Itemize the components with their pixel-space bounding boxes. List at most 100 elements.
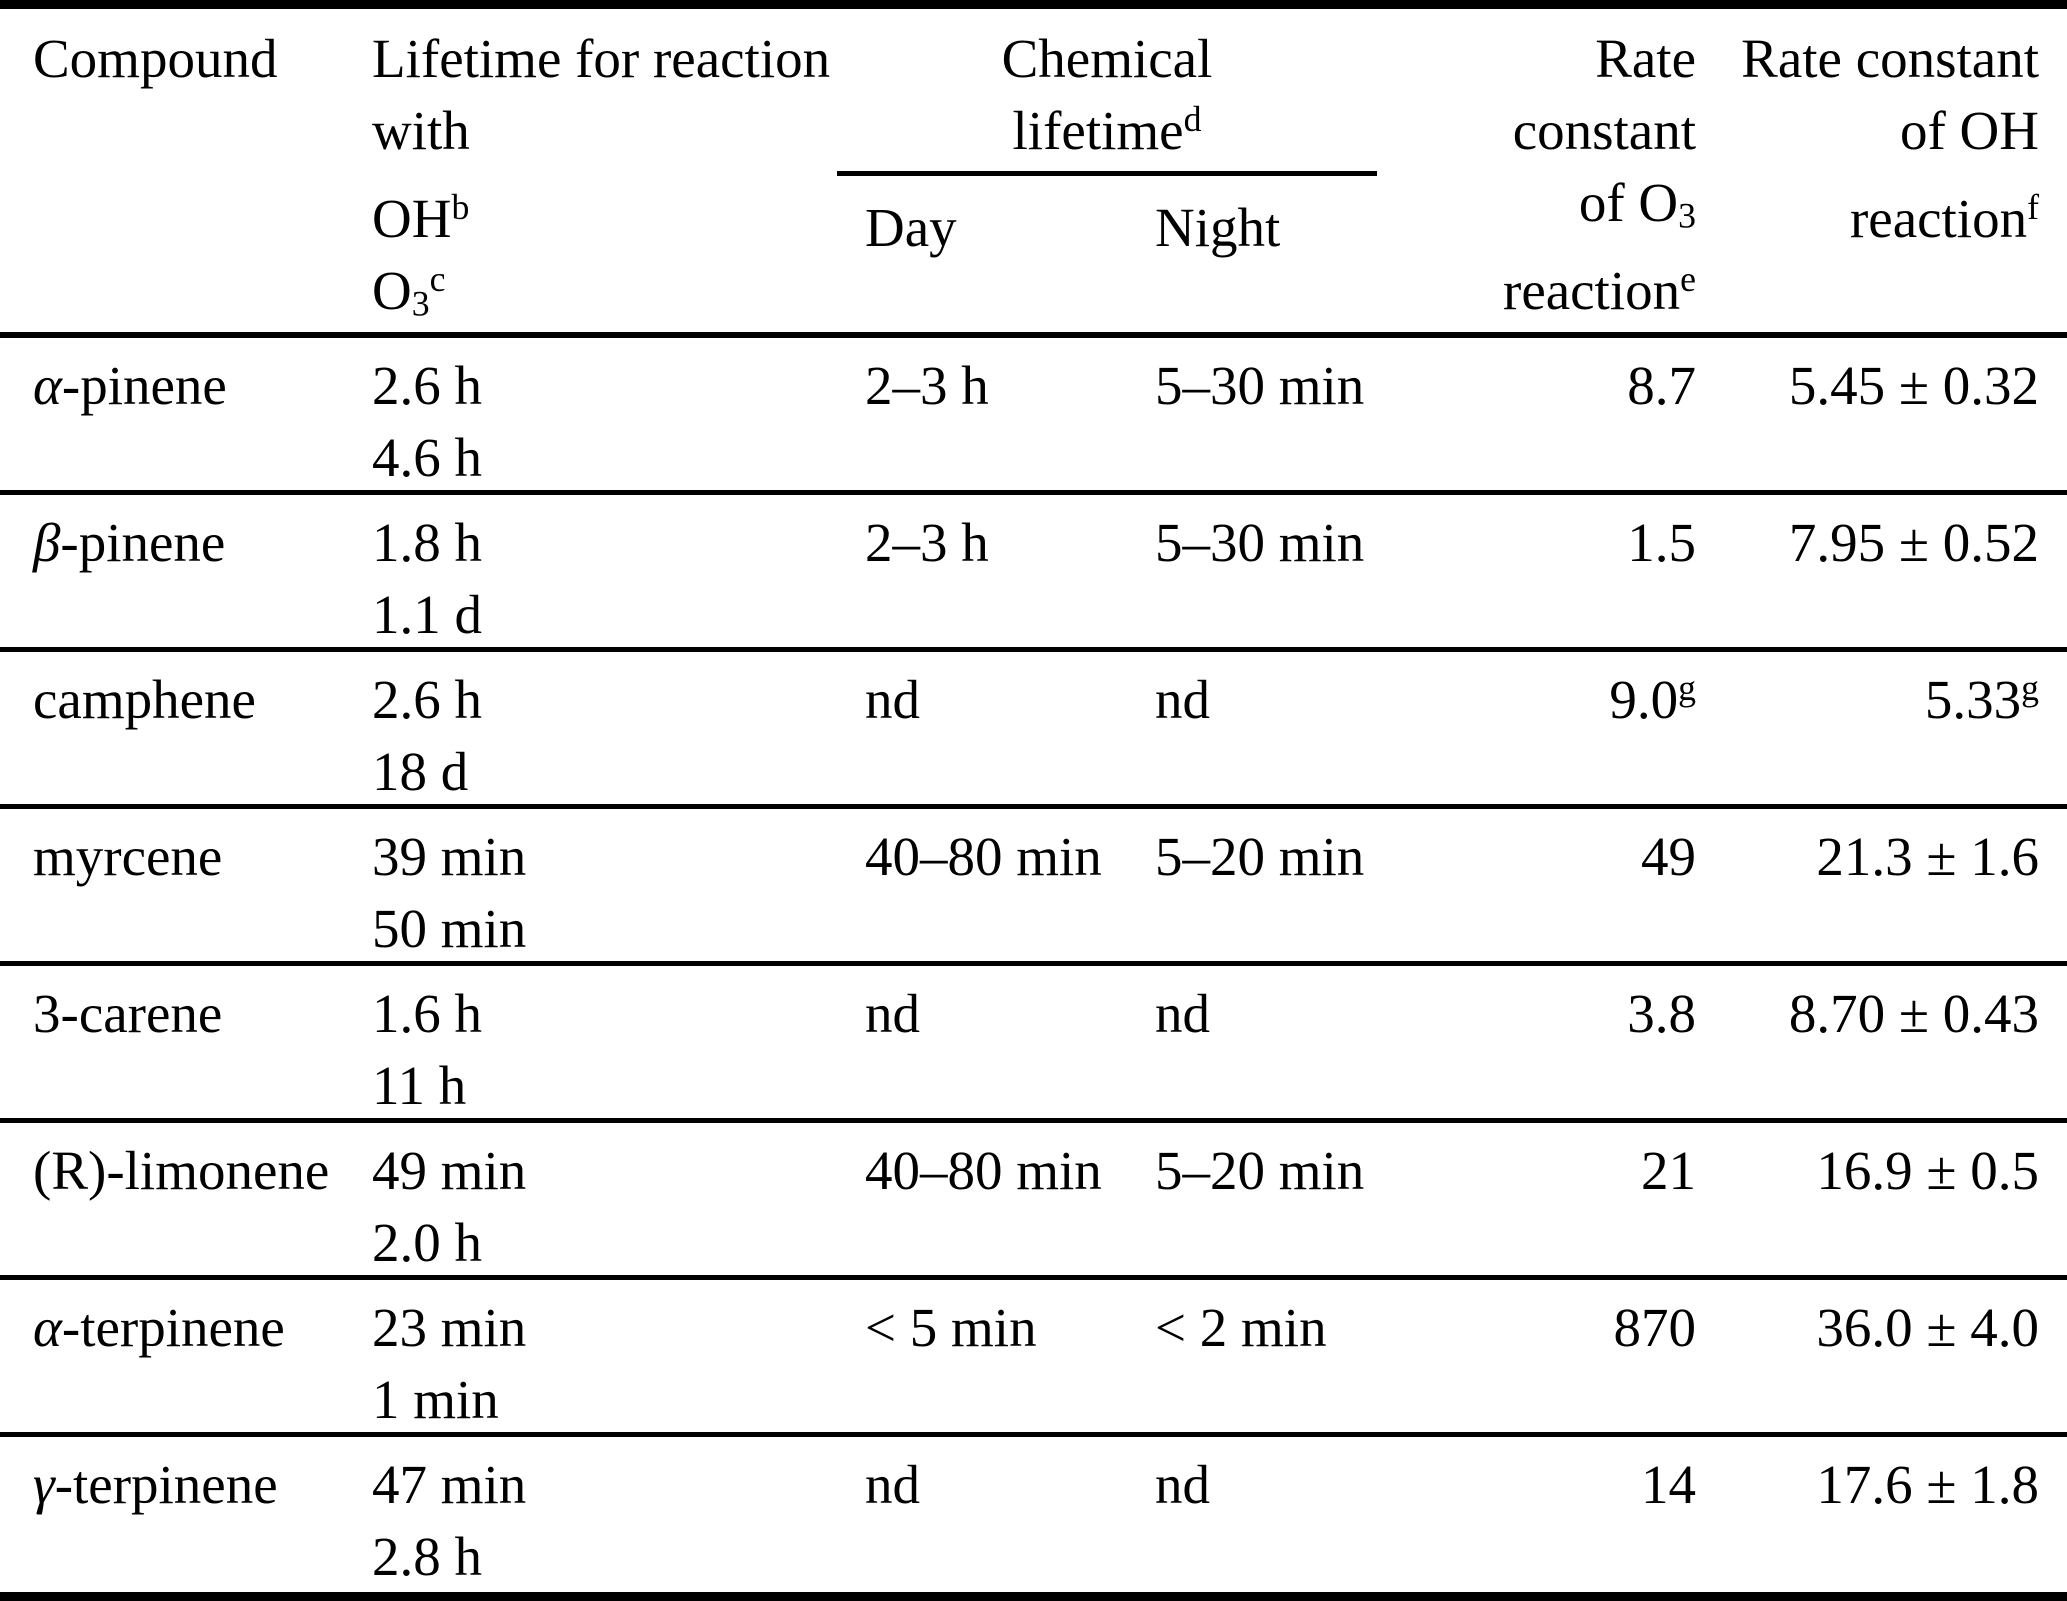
lifetime-cell: 1.6 h 11 h: [370, 978, 837, 1122]
col-header-day: Day: [865, 197, 957, 258]
lifetime-oh-value: 1.6 h: [372, 983, 482, 1044]
rate-oh-cell: 5.45 ± 0.32: [1700, 350, 2067, 494]
compound-cell: β-pinene: [0, 507, 370, 651]
table-row: (R)-limonene 49 min 2.0 h 40–80 min 5–20 …: [0, 1123, 2067, 1280]
rate-o3-cell: 49: [1445, 821, 1700, 965]
col-header-lifetime: Lifetime for reaction with OHb O3c: [370, 23, 837, 332]
col-header-chemical-lifetime: Chemical lifetimed Day Night: [837, 23, 1445, 332]
chemical-line2: lifetimed: [837, 95, 1377, 167]
day-cell: nd: [865, 983, 920, 1044]
footnote-b: b: [451, 187, 470, 228]
rate-oh-cell: 36.0 ± 4.0: [1700, 1292, 2067, 1436]
table-row: camphene 2.6 h 18 d nd nd 9.0g 5.33g: [0, 652, 2067, 809]
o3-label: O: [372, 260, 412, 321]
of-o3-label: of O: [1578, 172, 1679, 233]
compound-cell: camphene: [0, 664, 370, 808]
lifetime-header-line2: with: [372, 100, 470, 161]
rate-oh-value: 7.95 ± 0.52: [1788, 512, 2039, 573]
rate-o3-cell: 8.7: [1445, 350, 1700, 494]
compound-name: -terpinene: [61, 1297, 285, 1358]
compound-name: camphene: [33, 669, 256, 730]
footnote-d: d: [1183, 99, 1202, 140]
rate-o3-value: 8.7: [1627, 355, 1696, 416]
header-spacer: [372, 167, 837, 183]
oh-label: OH: [372, 188, 452, 249]
rate-o3-value: 3.8: [1627, 983, 1696, 1044]
night-cell: 5–20 min: [1155, 1140, 1365, 1201]
rate-o3-line1: Rate constant: [1512, 28, 1696, 161]
compound-name: myrcene: [33, 826, 223, 887]
spanner-rule: [837, 171, 1377, 176]
footnote-e: e: [1680, 259, 1696, 300]
lifetime-cell: 47 min 2.8 h: [370, 1449, 837, 1593]
lifetime-cell: 23 min 1 min: [370, 1292, 837, 1436]
rate-oh-line1: Rate constant: [1741, 28, 2039, 89]
col-header-rate-o3: Rate constant of O3 reactione: [1445, 23, 1700, 332]
table-row: α-pinene 2.6 h 4.6 h 2–3 h 5–30 min 8.7 5…: [0, 338, 2067, 495]
rate-oh-cell: 16.9 ± 0.5: [1700, 1135, 2067, 1279]
reaction-label: reaction: [1503, 260, 1681, 321]
lifetime-header-o3: O3c: [372, 255, 837, 327]
o3-subscript: 3: [1678, 195, 1696, 236]
col-header-compound: Compound: [33, 28, 278, 89]
table-header: Compound Lifetime for reaction with OHb …: [0, 9, 2067, 338]
lifetime-oh-value: 39 min: [372, 826, 527, 887]
lifetime-oh-value: 2.6 h: [372, 669, 482, 730]
rate-oh-value: 5.45 ± 0.32: [1788, 355, 2039, 416]
rate-oh-cell: 17.6 ± 1.8: [1700, 1449, 2067, 1593]
rate-oh-cell: 7.95 ± 0.52: [1700, 507, 2067, 651]
lifetime-o3-value: 11 h: [372, 1055, 467, 1116]
rate-o3-cell: 1.5: [1445, 507, 1700, 651]
table-row: β-pinene 1.8 h 1.1 d 2–3 h 5–30 min 1.5 7…: [0, 495, 2067, 652]
day-cell: < 5 min: [865, 1297, 1037, 1358]
rate-oh-value: 16.9 ± 0.5: [1816, 1140, 2039, 1201]
chemical-line1: Chemical: [1001, 28, 1213, 89]
lifetime-oh-value: 1.8 h: [372, 512, 482, 573]
night-cell: 5–30 min: [1155, 355, 1365, 416]
compound-cell: (R)-limonene: [0, 1135, 370, 1279]
greek-prefix: γ: [33, 1454, 55, 1515]
header-spacer: [1700, 167, 2039, 183]
rate-oh-value: 5.33: [1924, 669, 2022, 730]
lifetime-oh-value: 23 min: [372, 1297, 527, 1358]
day-cell: 40–80 min: [865, 826, 1102, 887]
compound-name: (R)-limonene: [33, 1140, 330, 1201]
compound-cell: α-pinene: [0, 350, 370, 494]
day-cell: 2–3 h: [865, 355, 989, 416]
compound-cell: α-terpinene: [0, 1292, 370, 1436]
lifetime-o3-value: 4.6 h: [372, 427, 482, 488]
day-night-subheader: Day Night: [837, 192, 1445, 264]
day-cell: 2–3 h: [865, 512, 989, 573]
compound-name: 3-carene: [33, 983, 223, 1044]
lifetime-cell: 39 min 50 min: [370, 821, 837, 965]
rate-oh-line3: reactionf: [1700, 183, 2039, 255]
rate-oh-value: 8.70 ± 0.43: [1788, 983, 2039, 1044]
rate-oh-line2: of OH: [1899, 100, 2039, 161]
greek-prefix: α: [33, 1297, 62, 1358]
day-cell: 40–80 min: [865, 1140, 1102, 1201]
rate-o3-value: 14: [1641, 1454, 1696, 1515]
compound-name: -terpinene: [54, 1454, 278, 1515]
night-cell: nd: [1155, 983, 1210, 1044]
day-cell: nd: [865, 1454, 920, 1515]
night-cell: nd: [1155, 669, 1210, 730]
rate-o3-value: 9.0: [1609, 669, 1679, 730]
table-row: α-terpinene 23 min 1 min < 5 min < 2 min …: [0, 1280, 2067, 1437]
rate-oh-cell: 21.3 ± 1.6: [1700, 821, 2067, 965]
rate-o3-value: 21: [1641, 1140, 1696, 1201]
compound-cell: myrcene: [0, 821, 370, 965]
rate-o3-cell: 21: [1445, 1135, 1700, 1279]
lifetime-oh-value: 2.6 h: [372, 355, 482, 416]
compound-name: -pinene: [60, 512, 226, 573]
footnote-g: g: [1678, 668, 1696, 709]
rate-o3-cell: 14: [1445, 1449, 1700, 1593]
compound-name: -pinene: [61, 355, 227, 416]
lifetime-cell: 49 min 2.0 h: [370, 1135, 837, 1279]
reaction-label: reaction: [1849, 188, 2028, 249]
rate-o3-value: 49: [1641, 826, 1696, 887]
lifetime-o3-value: 1 min: [372, 1369, 499, 1430]
o3-subscript: 3: [411, 283, 430, 324]
table-row: myrcene 39 min 50 min 40–80 min 5–20 min …: [0, 809, 2067, 966]
lifetime-cell: 2.6 h 18 d: [370, 664, 837, 808]
